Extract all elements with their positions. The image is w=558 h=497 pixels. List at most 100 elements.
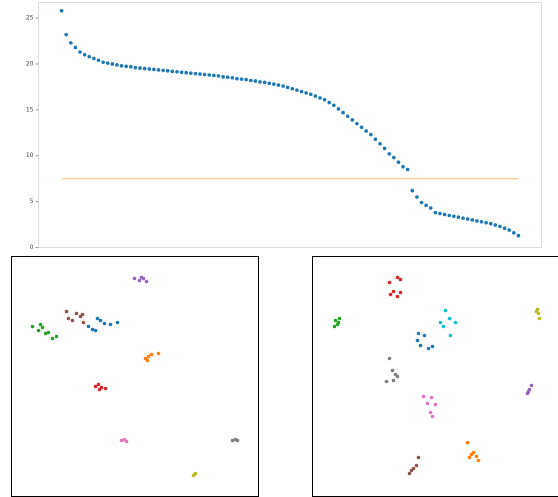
point bbox=[101, 60, 105, 64]
point bbox=[161, 68, 165, 73]
point bbox=[93, 328, 98, 333]
point bbox=[368, 132, 373, 137]
point bbox=[81, 320, 86, 325]
point bbox=[359, 125, 364, 130]
y-tick-label: 25 bbox=[26, 15, 34, 22]
point bbox=[430, 414, 435, 419]
point bbox=[239, 77, 244, 81]
point bbox=[43, 331, 48, 336]
point bbox=[87, 54, 92, 59]
point bbox=[93, 384, 98, 389]
point bbox=[428, 410, 433, 415]
point bbox=[133, 65, 138, 70]
point bbox=[350, 118, 355, 122]
point bbox=[415, 338, 420, 343]
point bbox=[429, 395, 434, 400]
point bbox=[230, 75, 235, 80]
point bbox=[272, 82, 276, 86]
y-tick-label: 5 bbox=[30, 198, 34, 205]
point bbox=[438, 320, 443, 325]
point bbox=[50, 336, 55, 341]
point bbox=[207, 73, 212, 77]
point bbox=[192, 472, 197, 477]
point bbox=[262, 80, 267, 85]
point bbox=[387, 152, 392, 156]
point bbox=[144, 279, 149, 284]
point bbox=[175, 69, 179, 74]
point bbox=[30, 324, 35, 329]
point bbox=[341, 110, 345, 115]
point bbox=[516, 233, 521, 238]
point bbox=[467, 455, 472, 460]
point bbox=[110, 62, 115, 66]
point bbox=[424, 203, 428, 208]
point bbox=[139, 275, 144, 280]
point bbox=[82, 53, 87, 57]
point bbox=[193, 71, 198, 76]
point bbox=[46, 330, 51, 335]
point bbox=[430, 344, 435, 349]
point bbox=[225, 75, 230, 80]
y-tick-label: 20 bbox=[26, 60, 34, 67]
point bbox=[59, 8, 64, 13]
point bbox=[391, 289, 396, 294]
point bbox=[419, 200, 424, 205]
point bbox=[537, 316, 542, 321]
point bbox=[36, 328, 41, 333]
point bbox=[152, 67, 156, 72]
point bbox=[512, 231, 516, 235]
point bbox=[441, 324, 446, 329]
point bbox=[388, 292, 393, 297]
point bbox=[526, 389, 531, 394]
point bbox=[147, 67, 152, 71]
point bbox=[70, 318, 75, 323]
point bbox=[313, 94, 318, 98]
point bbox=[327, 100, 332, 105]
point bbox=[235, 438, 240, 443]
point bbox=[476, 458, 481, 463]
point bbox=[156, 68, 161, 72]
point bbox=[216, 74, 221, 78]
point bbox=[90, 327, 95, 332]
point bbox=[98, 318, 103, 323]
point bbox=[479, 220, 484, 224]
point bbox=[438, 211, 442, 216]
point bbox=[103, 386, 108, 391]
point bbox=[105, 61, 110, 65]
point bbox=[97, 387, 102, 392]
point bbox=[442, 212, 447, 217]
point bbox=[502, 226, 507, 231]
point bbox=[258, 80, 262, 84]
point bbox=[137, 278, 142, 283]
point bbox=[248, 78, 253, 83]
point bbox=[145, 358, 150, 363]
point bbox=[69, 41, 73, 45]
point bbox=[299, 89, 304, 94]
point bbox=[433, 210, 438, 215]
point bbox=[415, 195, 419, 199]
point bbox=[391, 378, 396, 383]
point bbox=[165, 69, 170, 73]
point bbox=[426, 346, 431, 351]
point bbox=[102, 321, 107, 326]
point bbox=[418, 343, 423, 348]
point bbox=[443, 308, 448, 313]
point bbox=[244, 77, 248, 82]
point bbox=[474, 454, 479, 459]
point bbox=[285, 85, 290, 90]
point bbox=[461, 216, 465, 220]
point bbox=[156, 351, 161, 356]
point bbox=[387, 356, 392, 361]
point bbox=[78, 50, 82, 54]
point bbox=[390, 368, 395, 373]
point bbox=[40, 325, 45, 330]
point bbox=[108, 322, 113, 327]
point bbox=[498, 224, 502, 229]
point bbox=[529, 383, 534, 388]
point bbox=[409, 468, 414, 473]
point bbox=[184, 70, 188, 75]
point bbox=[395, 275, 400, 280]
point bbox=[382, 146, 387, 151]
point bbox=[295, 88, 299, 92]
point bbox=[38, 322, 43, 327]
